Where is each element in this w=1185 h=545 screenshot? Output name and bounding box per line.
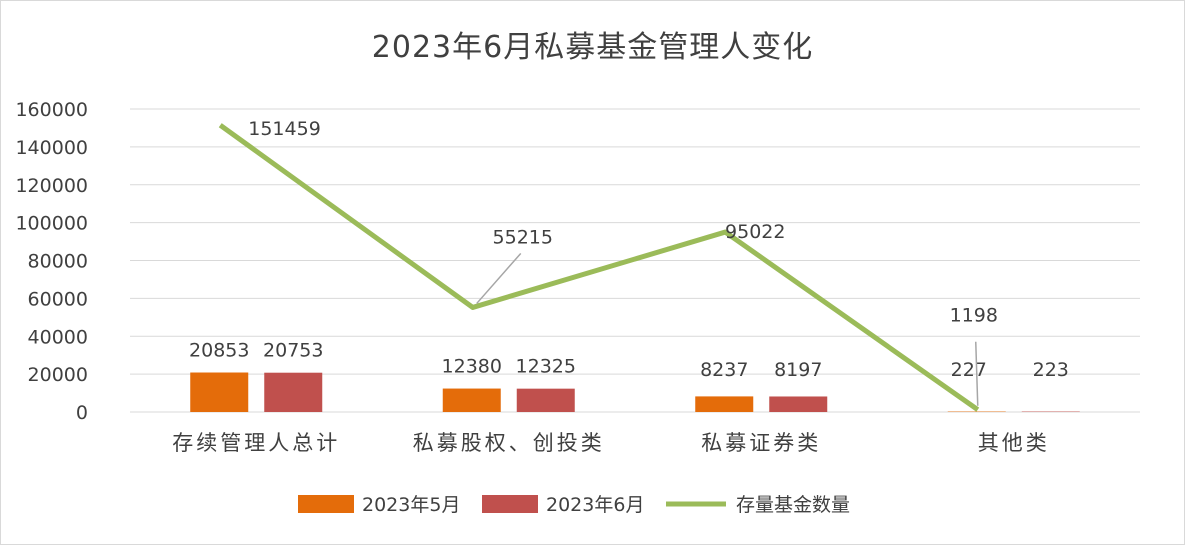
bar <box>442 388 501 412</box>
line-data-label: 95022 <box>725 221 785 243</box>
legend-label: 2023年6月 <box>546 494 644 516</box>
chart-title: 2023年6月私募基金管理人变化 <box>371 30 814 65</box>
x-category-label: 私募证券类 <box>701 431 821 455</box>
bar-data-label: 20753 <box>263 340 323 362</box>
legend-label: 存量基金数量 <box>736 494 850 516</box>
data-label-leader <box>975 341 979 406</box>
x-category-label: 其他类 <box>978 431 1050 455</box>
legend-swatch <box>298 495 354 513</box>
bar <box>264 372 323 412</box>
line-data-label: 55215 <box>493 226 553 248</box>
bar-data-label: 20853 <box>189 340 249 362</box>
line-data-label: 1198 <box>950 305 998 327</box>
legend-swatch <box>482 495 538 513</box>
bar-data-label: 8197 <box>774 359 822 381</box>
x-category-label: 存续管理人总计 <box>172 431 340 455</box>
bar-data-label: 12325 <box>516 356 576 378</box>
bar-data-label: 12380 <box>442 356 502 378</box>
y-tick-label: 160000 <box>15 99 88 121</box>
y-tick-label: 0 <box>76 402 88 424</box>
y-tick-label: 140000 <box>15 137 88 159</box>
bar <box>769 396 828 412</box>
y-tick-label: 120000 <box>15 175 88 197</box>
bar-data-label: 227 <box>951 359 987 381</box>
x-category-label: 私募股权、创投类 <box>413 431 605 455</box>
bar <box>190 372 249 412</box>
bar-data-label: 223 <box>1033 359 1069 381</box>
y-tick-label: 80000 <box>28 251 88 273</box>
y-tick-label: 60000 <box>28 288 88 310</box>
bar <box>695 396 754 412</box>
line-series <box>218 123 980 412</box>
y-tick-label: 40000 <box>28 326 88 348</box>
bar-data-label: 8237 <box>700 359 748 381</box>
bar <box>516 388 575 412</box>
y-tick-label: 20000 <box>28 364 88 386</box>
line-data-label: 151459 <box>248 118 321 140</box>
data-label-leader <box>476 252 522 304</box>
y-tick-label: 100000 <box>15 213 88 235</box>
legend-label: 2023年5月 <box>362 494 460 516</box>
